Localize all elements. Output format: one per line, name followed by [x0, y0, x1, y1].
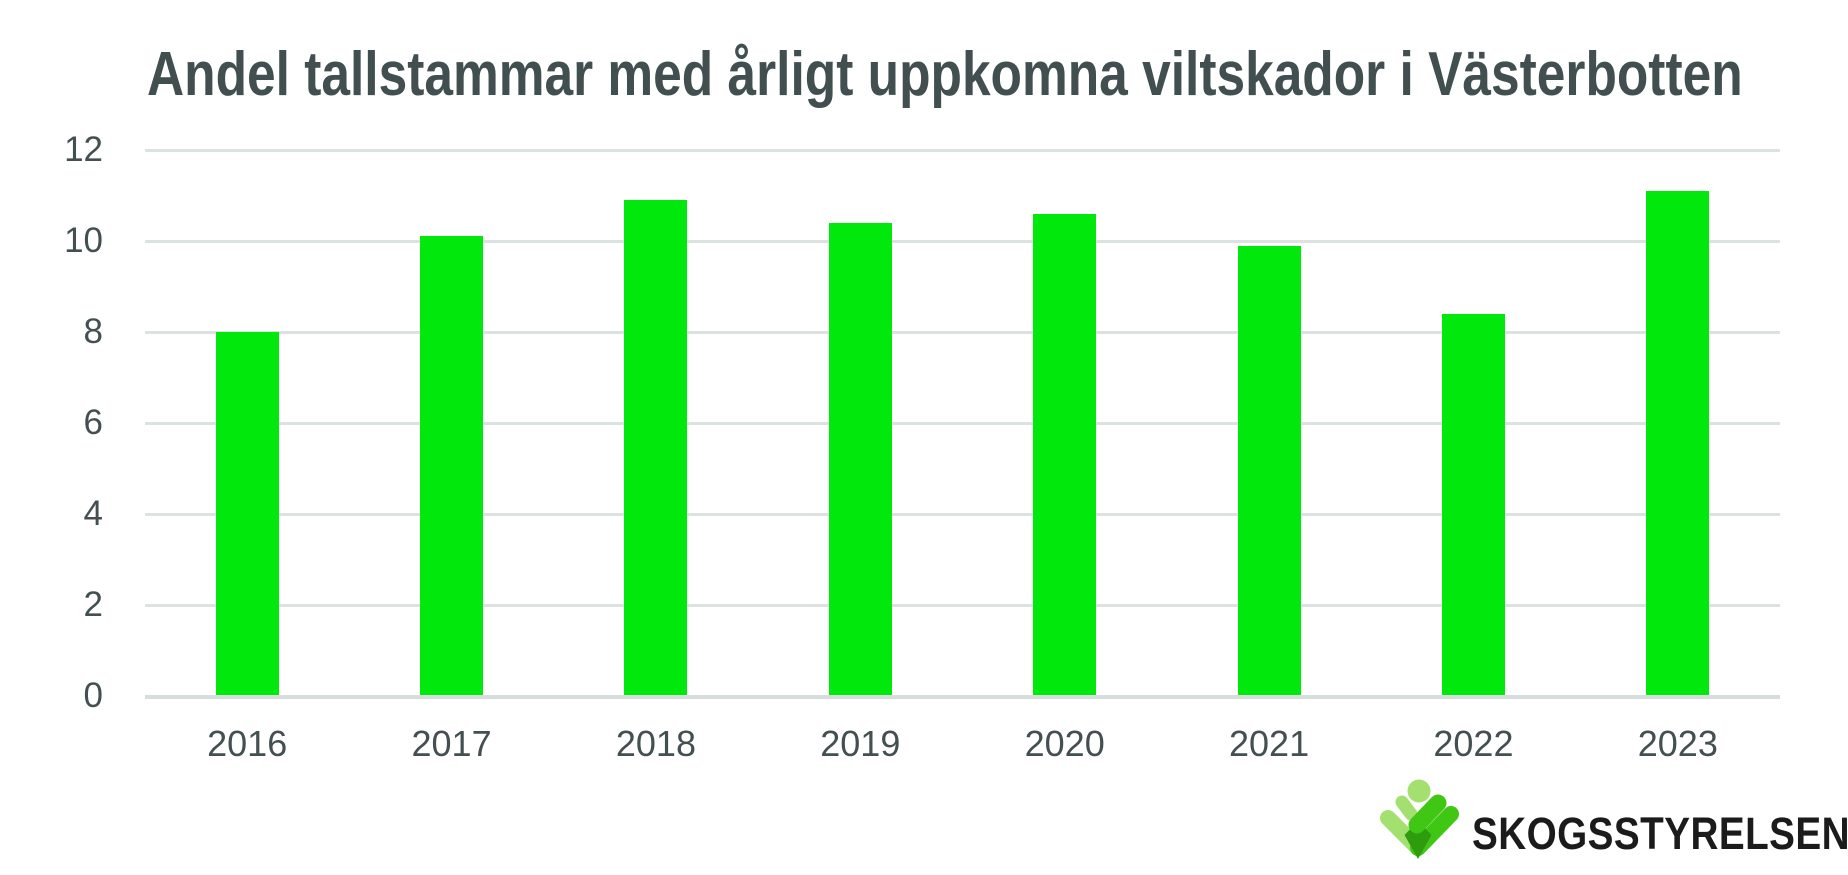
y-axis-tick-label: 8: [83, 312, 103, 351]
gridline: [145, 512, 1780, 516]
x-axis-tick-label: 2019: [820, 723, 901, 764]
bar-2018: [624, 200, 688, 695]
bar-2019: [828, 222, 892, 695]
y-axis-tick-label: 0: [83, 676, 103, 715]
chart-title: Andel tallstammar med årligt uppkomna vi…: [147, 40, 1743, 109]
y-axis-tick-label: 10: [64, 221, 103, 260]
bar-2016: [215, 332, 279, 695]
gridline: [145, 239, 1780, 243]
skogsstyrelsen-logo-text: SKOGSSTYRELSEN: [1472, 808, 1848, 859]
y-axis-tick-label: 4: [83, 494, 103, 533]
bar-2023: [1646, 190, 1710, 695]
axis-baseline: [145, 695, 1780, 699]
x-axis-tick-label: 2023: [1637, 723, 1718, 764]
skogsstyrelsen-logo-icon: [1380, 779, 1459, 859]
skogsstyrelsen-logo: SKOGSSTYRELSEN: [1378, 763, 1848, 875]
x-axis-tick-label: 2017: [411, 723, 492, 764]
bar-2017: [420, 236, 484, 695]
gridline: [145, 603, 1780, 607]
x-axis-tick-label: 2020: [1024, 723, 1105, 764]
x-axis-tick-label: 2022: [1433, 723, 1514, 764]
x-axis-tick-label: 2018: [615, 723, 696, 764]
bar-2020: [1033, 213, 1097, 695]
x-axis-tick-label: 2016: [207, 723, 288, 764]
bar-2021: [1237, 245, 1301, 695]
y-axis-tick-label: 2: [83, 585, 103, 624]
bar-2022: [1441, 313, 1505, 695]
gridline: [145, 421, 1780, 425]
y-axis-tick-label: 12: [64, 130, 103, 169]
x-axis-tick-label: 2021: [1229, 723, 1310, 764]
gridline: [145, 330, 1780, 334]
y-axis-tick-label: 6: [83, 403, 103, 442]
gridline: [145, 148, 1780, 152]
